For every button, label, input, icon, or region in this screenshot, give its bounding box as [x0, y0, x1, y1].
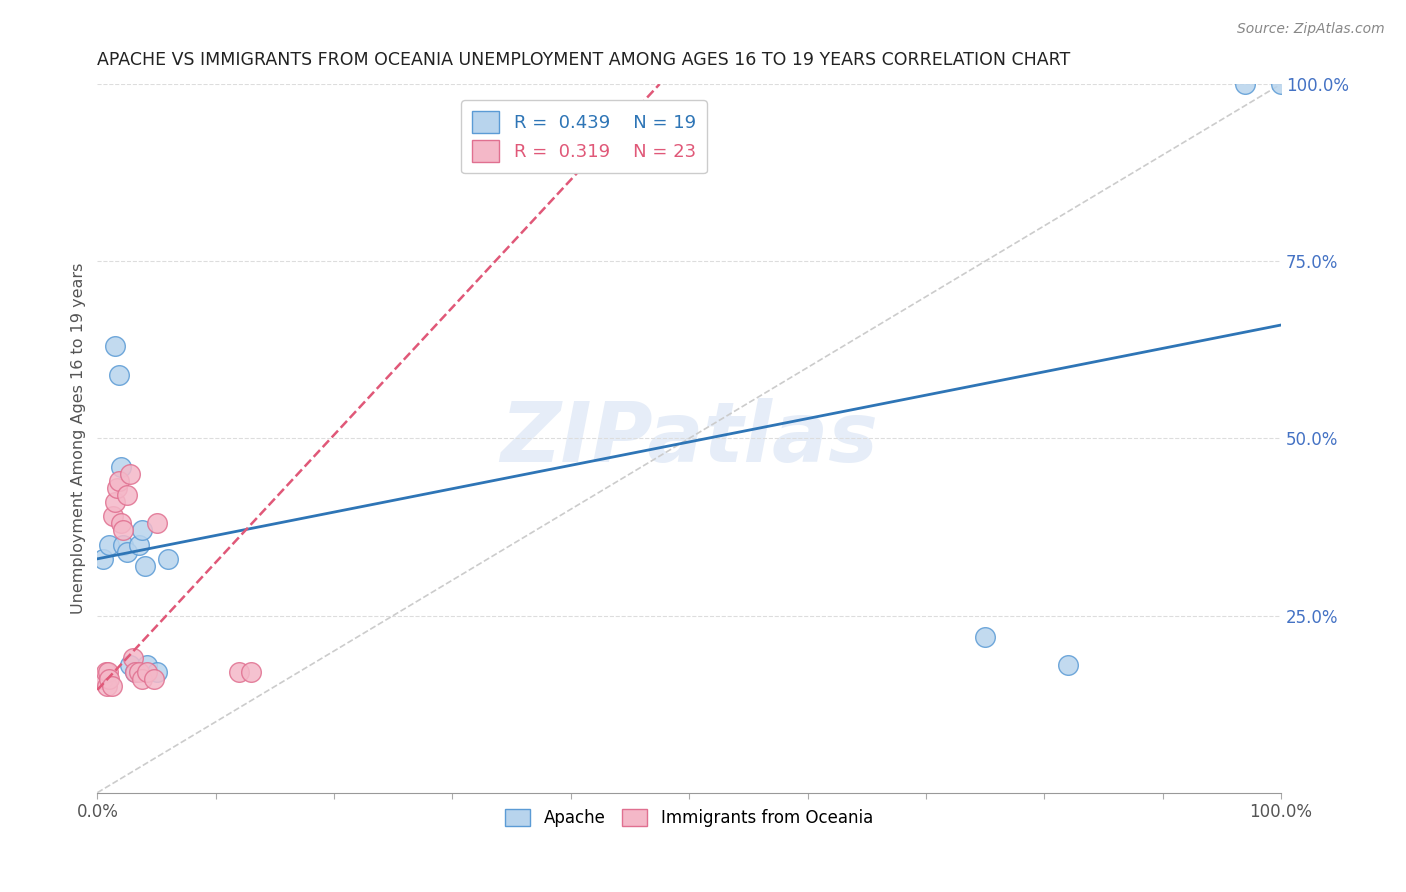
Point — [120, 658, 142, 673]
Text: APACHE VS IMMIGRANTS FROM OCEANIA UNEMPLOYMENT AMONG AGES 16 TO 19 YEARS CORRELA: APACHE VS IMMIGRANTS FROM OCEANIA UNEMPL… — [97, 51, 1070, 69]
Legend: Apache, Immigrants from Oceania: Apache, Immigrants from Oceania — [499, 803, 880, 834]
Point — [100, 679, 122, 693]
Point — [104, 339, 127, 353]
Point — [91, 552, 114, 566]
Point — [94, 665, 117, 680]
Point — [120, 467, 142, 481]
Point — [145, 516, 167, 531]
Point — [128, 538, 150, 552]
Point — [91, 673, 114, 687]
Point — [1234, 77, 1257, 91]
Point — [128, 665, 150, 680]
Point — [107, 474, 129, 488]
Point — [143, 673, 166, 687]
Point — [101, 509, 124, 524]
Text: ZIPatlas: ZIPatlas — [501, 398, 879, 479]
Text: Source: ZipAtlas.com: Source: ZipAtlas.com — [1237, 22, 1385, 37]
Point — [157, 552, 180, 566]
Point — [145, 665, 167, 680]
Point — [97, 665, 120, 680]
Point — [104, 495, 127, 509]
Point — [134, 558, 156, 573]
Point — [115, 488, 138, 502]
Point — [98, 673, 121, 687]
Point — [124, 665, 146, 680]
Y-axis label: Unemployment Among Ages 16 to 19 years: Unemployment Among Ages 16 to 19 years — [72, 263, 86, 614]
Point — [107, 368, 129, 382]
Point — [131, 524, 153, 538]
Point — [110, 516, 132, 531]
Point — [124, 665, 146, 680]
Point — [121, 651, 143, 665]
Point — [96, 679, 118, 693]
Point — [1270, 77, 1292, 91]
Point — [228, 665, 250, 680]
Point — [115, 545, 138, 559]
Point — [974, 630, 997, 644]
Point — [112, 538, 135, 552]
Point — [136, 658, 159, 673]
Point — [107, 481, 129, 495]
Point — [136, 665, 159, 680]
Point — [131, 673, 153, 687]
Point — [110, 459, 132, 474]
Point — [112, 524, 135, 538]
Point — [1057, 658, 1080, 673]
Point — [240, 665, 263, 680]
Point — [98, 538, 121, 552]
